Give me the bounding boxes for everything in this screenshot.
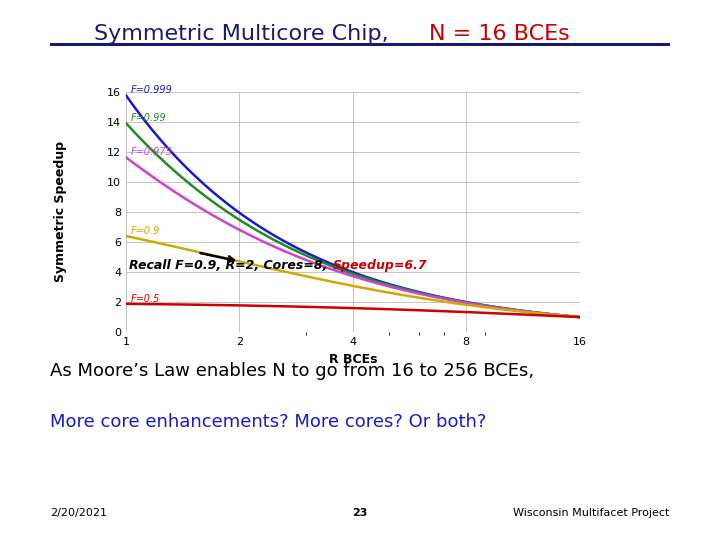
Text: F=0.975: F=0.975: [131, 147, 173, 157]
Text: Speedup=6.7: Speedup=6.7: [333, 259, 428, 272]
Text: 23: 23: [352, 508, 368, 518]
Text: As Moore’s Law enables N to go from 16 to 256 BCEs,: As Moore’s Law enables N to go from 16 t…: [50, 362, 534, 380]
X-axis label: R BCEs: R BCEs: [328, 353, 377, 366]
Text: 2/20/2021: 2/20/2021: [50, 508, 107, 518]
Text: Wisconsin Multifacet Project: Wisconsin Multifacet Project: [513, 508, 670, 518]
Text: F=0.5: F=0.5: [131, 294, 161, 303]
Y-axis label: Symmetric Speedup: Symmetric Speedup: [54, 141, 67, 282]
Text: N = 16 BCEs: N = 16 BCEs: [429, 24, 570, 44]
Text: Symmetric Multicore Chip,: Symmetric Multicore Chip,: [94, 24, 395, 44]
Text: Recall F=0.9, R=2, Cores=8,: Recall F=0.9, R=2, Cores=8,: [129, 259, 332, 272]
Text: F=0.99: F=0.99: [131, 113, 166, 123]
Text: More core enhancements? More cores? Or both?: More core enhancements? More cores? Or b…: [50, 413, 487, 431]
Text: F=0.999: F=0.999: [131, 85, 173, 95]
Text: F=0.9: F=0.9: [131, 226, 161, 236]
